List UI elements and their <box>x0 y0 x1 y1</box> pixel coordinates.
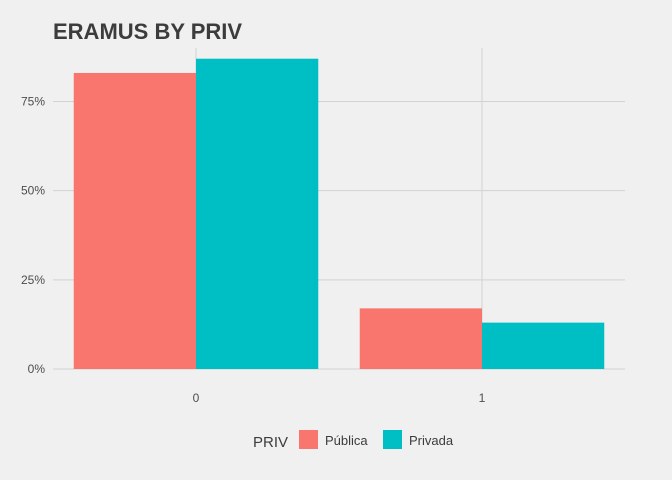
legend-label-pública: Pública <box>325 433 368 448</box>
x-tick-label: 1 <box>479 391 486 405</box>
bar-0-privada <box>196 58 319 369</box>
bars <box>73 58 605 369</box>
y-tick-label: 0% <box>28 362 46 376</box>
legend-key-pública <box>299 430 318 449</box>
bar-0-pública <box>73 72 196 369</box>
chart-title: ERAMUS BY PRIV <box>53 19 242 44</box>
legend: PRIV Pública Privada <box>253 430 454 451</box>
bar-1-privada <box>482 322 605 369</box>
y-axis-ticks: 0% 25% 50% 75% <box>21 95 45 377</box>
legend-key-privada <box>383 430 402 449</box>
x-tick-label: 0 <box>193 391 200 405</box>
y-tick-label: 25% <box>21 273 45 287</box>
y-tick-label: 75% <box>21 95 45 109</box>
y-tick-label: 50% <box>21 184 45 198</box>
bar-1-pública <box>359 308 482 369</box>
legend-title: PRIV <box>253 434 288 451</box>
legend-label-privada: Privada <box>409 433 454 448</box>
